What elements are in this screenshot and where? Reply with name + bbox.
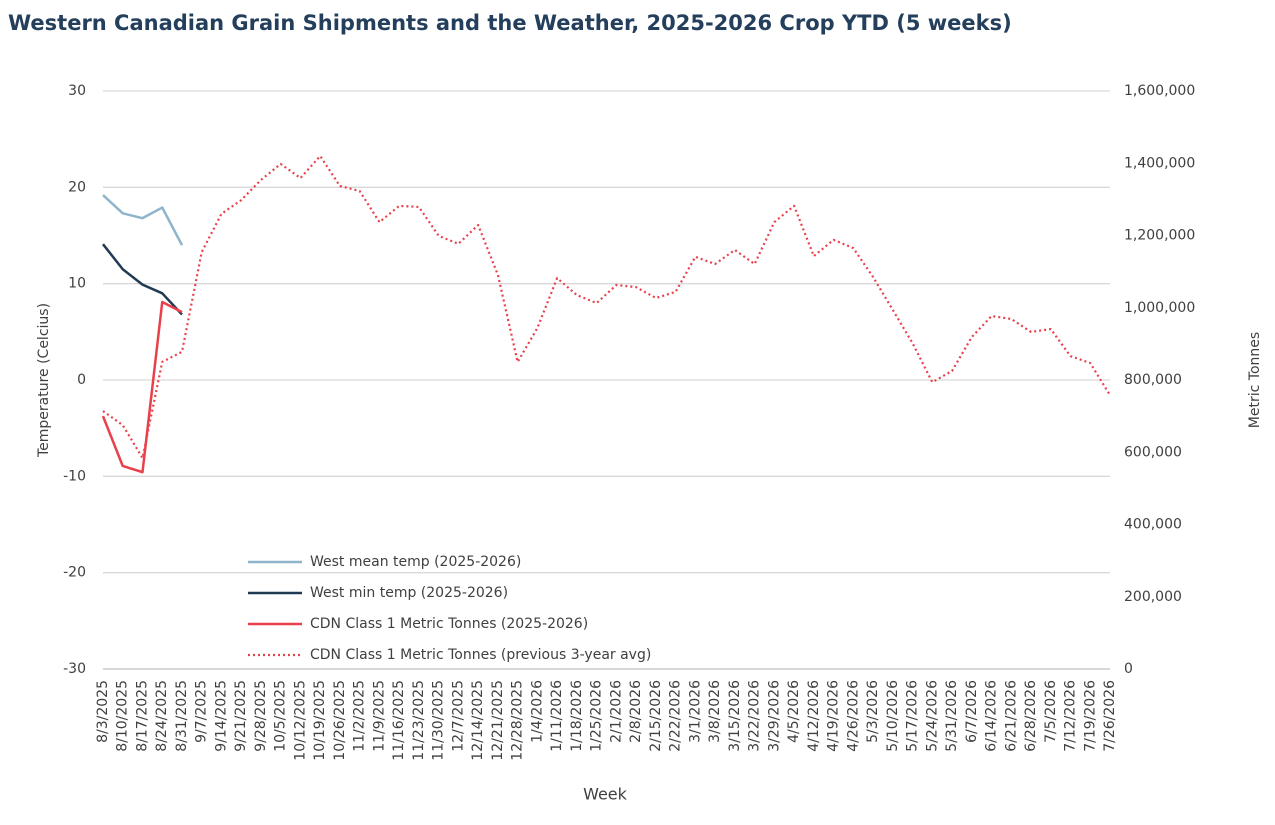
x-tick-label: 11/16/2025: [391, 680, 407, 761]
x-tick-label: 5/31/2026: [944, 680, 960, 752]
x-tick-label: 2/8/2026: [628, 680, 644, 743]
y-tick-label: 10: [68, 276, 86, 292]
x-tick-label: 8/3/2025: [95, 680, 111, 743]
x-tick-label: 11/2/2025: [352, 680, 368, 752]
x-tick-label: 2/22/2026: [668, 680, 684, 752]
y-tick-label: -30: [63, 661, 86, 677]
x-tick-label: 9/28/2025: [253, 680, 269, 752]
x-tick-label: 11/30/2025: [431, 680, 447, 761]
y-tick-label: -20: [63, 565, 86, 581]
x-tick-label: 1/11/2026: [549, 680, 565, 752]
x-tick-label: 7/5/2026: [1043, 680, 1059, 743]
y-axis-title: Temperature (Celcius): [36, 303, 52, 458]
x-tick-label: 2/15/2026: [648, 680, 664, 752]
x-tick-label: 5/24/2026: [924, 680, 940, 752]
y2-tick-label: 600,000: [1124, 444, 1182, 460]
x-tick-label: 8/31/2025: [174, 680, 190, 752]
y2-tick-label: 1,600,000: [1124, 83, 1195, 99]
legend-label: West min temp (2025-2026): [310, 585, 508, 601]
x-tick-label: 3/8/2026: [707, 680, 723, 743]
x-tick-label: 6/14/2026: [984, 680, 1000, 752]
legend-label: West mean temp (2025-2026): [310, 554, 521, 570]
x-tick-label: 3/1/2026: [687, 680, 703, 743]
x-tick-label: 8/17/2025: [134, 680, 150, 752]
series-line: [102, 243, 183, 316]
y-tick-label: 20: [68, 179, 86, 195]
x-tick-label: 10/5/2025: [273, 680, 289, 752]
series-line: [101, 300, 183, 474]
x-tick-label: 1/25/2026: [589, 680, 605, 752]
x-tick-label: 4/19/2026: [826, 680, 842, 752]
x-tick-label: 4/26/2026: [845, 680, 861, 752]
x-tick-label: 12/7/2025: [450, 680, 466, 752]
x-tick-label: 8/24/2025: [154, 680, 170, 752]
x-axis-title: Week: [583, 785, 628, 804]
x-tick-label: 1/4/2026: [529, 680, 545, 743]
x-tick-label: 9/7/2025: [194, 680, 210, 743]
x-tick-label: 12/14/2025: [470, 680, 486, 761]
x-tick-label: 4/12/2026: [806, 680, 822, 752]
x-tick-label: 7/12/2026: [1063, 680, 1079, 752]
y-tick-label: 30: [68, 83, 86, 99]
y-tick-label: -10: [63, 468, 86, 484]
x-tick-label: 5/3/2026: [865, 680, 881, 743]
x-tick-label: 3/29/2026: [766, 680, 782, 752]
x-tick-label: 10/12/2025: [292, 680, 308, 761]
x-tick-label: 2/1/2026: [608, 680, 624, 743]
x-tick-label: 6/21/2026: [1003, 680, 1019, 752]
x-tick-label: 8/10/2025: [115, 680, 131, 752]
x-tick-label: 7/19/2026: [1082, 680, 1098, 752]
x-tick-label: 9/21/2025: [233, 680, 249, 752]
x-tick-label: 11/9/2025: [371, 680, 387, 752]
x-tick-label: 3/22/2026: [747, 680, 763, 752]
y2-tick-label: 1,200,000: [1124, 228, 1195, 244]
series-line: [102, 154, 1111, 460]
x-tick-label: 11/23/2025: [411, 680, 427, 761]
y2-tick-label: 200,000: [1124, 589, 1182, 605]
y2-tick-label: 400,000: [1124, 517, 1182, 533]
x-tick-label: 5/10/2026: [885, 680, 901, 752]
legend-label: CDN Class 1 Metric Tonnes (previous 3-ye…: [310, 647, 651, 663]
x-tick-label: 10/19/2025: [312, 680, 328, 761]
y2-axis-title: Metric Tonnes: [1247, 332, 1263, 428]
legend-label: CDN Class 1 Metric Tonnes (2025-2026): [310, 616, 588, 632]
x-tick-label: 12/21/2025: [490, 680, 506, 761]
y2-tick-label: 1,400,000: [1124, 155, 1195, 171]
series-line: [102, 194, 184, 246]
x-tick-label: 3/15/2026: [727, 680, 743, 752]
x-tick-label: 1/18/2026: [569, 680, 585, 752]
y-tick-label: 0: [77, 372, 86, 388]
x-tick-label: 7/26/2026: [1102, 680, 1118, 752]
y2-tick-label: 0: [1124, 661, 1133, 677]
y2-tick-label: 800,000: [1124, 372, 1182, 388]
x-tick-label: 5/17/2026: [905, 680, 921, 752]
y2-tick-label: 1,000,000: [1124, 300, 1195, 316]
x-tick-label: 12/28/2025: [510, 680, 526, 761]
chart-title: Western Canadian Grain Shipments and the…: [8, 11, 1012, 35]
x-tick-label: 4/5/2026: [786, 680, 802, 743]
x-tick-label: 10/26/2025: [332, 680, 348, 761]
x-tick-label: 9/14/2025: [213, 680, 229, 752]
x-tick-label: 6/7/2026: [964, 680, 980, 743]
x-tick-label: 6/28/2026: [1023, 680, 1039, 752]
